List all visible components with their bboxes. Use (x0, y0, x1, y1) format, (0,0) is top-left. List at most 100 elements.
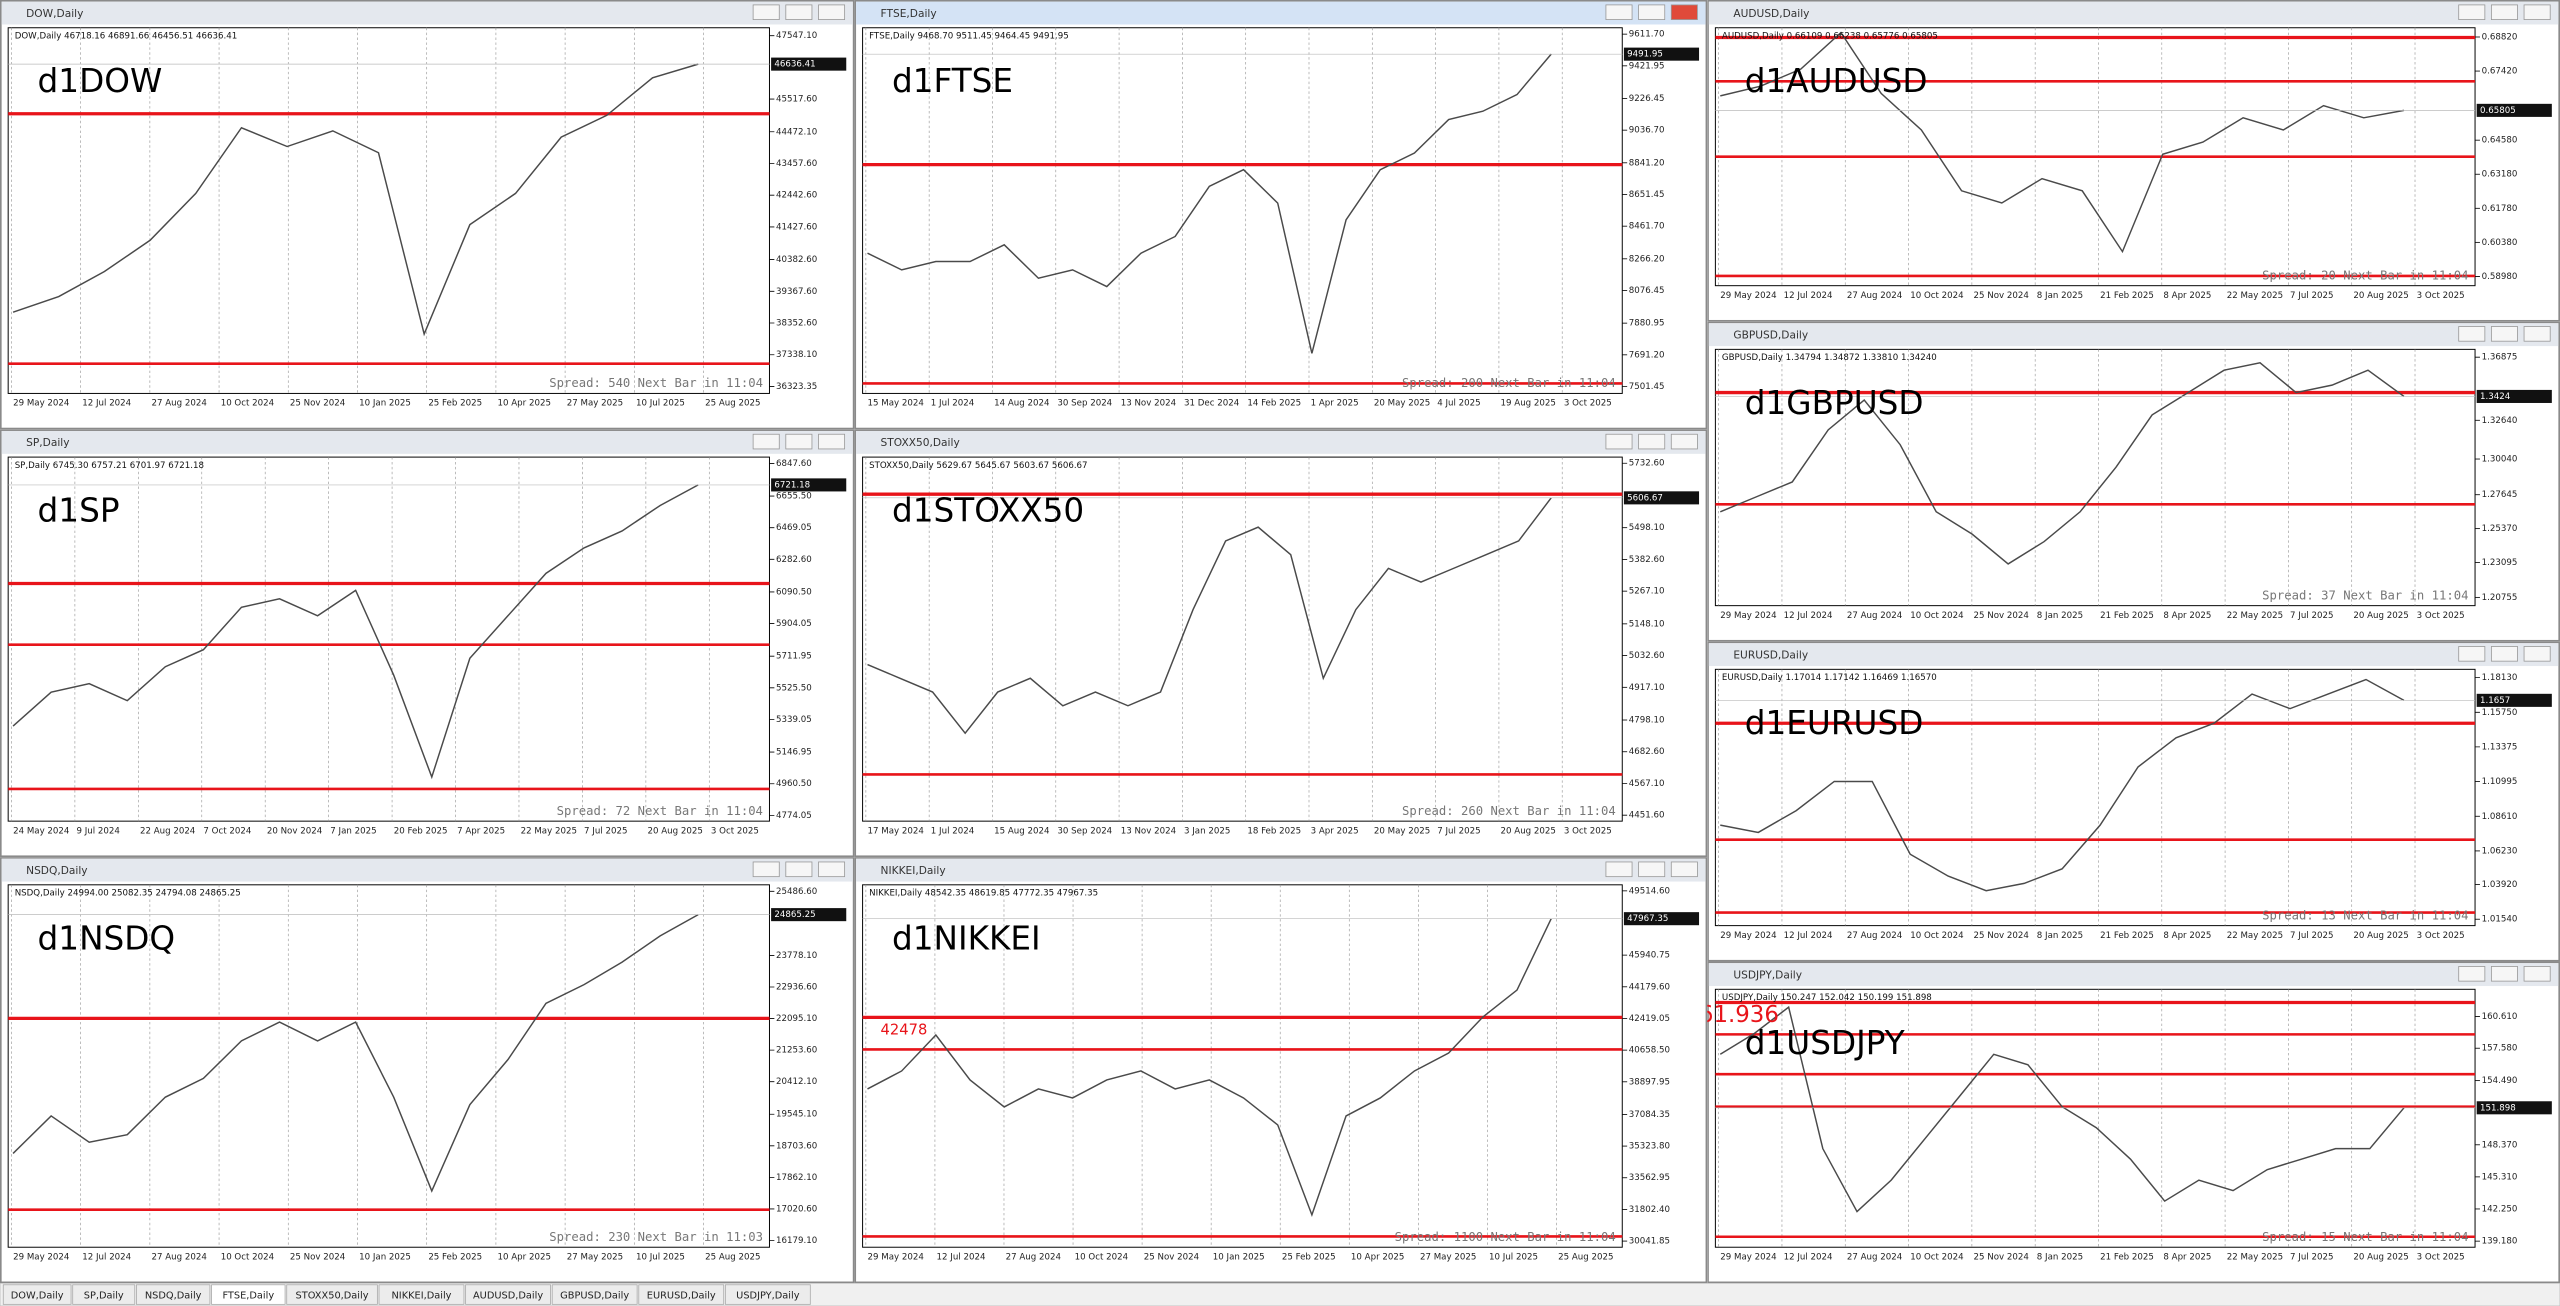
title-bar (1708, 643, 2559, 667)
price-line (1719, 1005, 2405, 1213)
tab-label[interactable]: DOW,Daily (11, 1290, 64, 1301)
y-tick-label: 4682.60 (1629, 747, 1665, 757)
window-button[interactable] (785, 4, 813, 20)
tab[interactable] (638, 1284, 725, 1305)
tab-label[interactable]: EURUSD,Daily (647, 1290, 716, 1301)
window-button[interactable] (2458, 4, 2486, 20)
window-button[interactable] (2458, 966, 2486, 982)
x-tick-label: 7 Jul 2025 (584, 826, 627, 836)
y-tick-label: 36323.35 (776, 382, 817, 392)
price-box (1623, 912, 1700, 926)
y-tick-label: 31802.40 (1629, 1205, 1670, 1215)
chart-window: NSDQ,Daily 29 May 2024 12 Jul 2024 27 Aug 2… (0, 857, 855, 1284)
x-tick-label: 7 Oct 2024 (203, 826, 251, 836)
tab-label[interactable]: FTSE,Daily (222, 1290, 274, 1301)
tab-label[interactable]: NIKKEI,Daily (391, 1290, 451, 1301)
chart-window: STOXX50,Daily 17 May 2024 1 Jul 2024 15 Aug… (854, 429, 1708, 858)
y-tick-label: 5498.10 (1629, 523, 1665, 533)
window-button[interactable] (2490, 326, 2518, 342)
tab-label[interactable]: AUDUSD,Daily (473, 1290, 543, 1301)
x-tick-label: 25 Nov 2024 (1974, 931, 2030, 941)
y-tick-label: 6847.60 (776, 459, 812, 469)
x-tick-label: 30 Sep 2024 (1057, 826, 1112, 836)
y-tick-label: 41427.60 (776, 222, 817, 232)
y-tick-label: 5732.60 (1629, 459, 1665, 469)
y-tick-label: 17862.10 (776, 1173, 817, 1183)
y-tick-label: 9036.70 (1629, 126, 1665, 136)
x-tick-label: 21 Feb 2025 (2100, 611, 2154, 621)
window-button[interactable] (2523, 966, 2551, 982)
tab-label[interactable]: SP,Daily (84, 1290, 124, 1301)
x-tick-label: 29 May 2024 (13, 399, 70, 409)
window-button[interactable] (785, 861, 813, 878)
window-button[interactable] (2458, 646, 2486, 662)
window-button[interactable] (1670, 861, 1698, 878)
x-tick-label: 25 Nov 2024 (1974, 291, 2030, 301)
window-button[interactable] (818, 433, 846, 450)
window-button[interactable] (2523, 646, 2551, 662)
window-button[interactable] (785, 433, 813, 450)
tab[interactable] (724, 1284, 811, 1305)
window-button[interactable] (1638, 433, 1666, 450)
tab-label[interactable]: GBPUSD,Daily (560, 1290, 629, 1301)
tab[interactable] (2, 1284, 72, 1305)
y-tick-label: 1.32640 (2482, 416, 2518, 426)
window-title: DOW,Daily (26, 7, 83, 20)
x-tick-label: 22 Aug 2024 (140, 826, 196, 836)
tab-label[interactable]: NSDQ,Daily (145, 1290, 202, 1301)
x-tick-label: 25 Nov 2024 (290, 1253, 346, 1263)
x-tick-label: 25 Nov 2024 (290, 399, 346, 409)
window-button[interactable] (818, 4, 846, 20)
tab[interactable] (551, 1284, 638, 1305)
tab[interactable] (286, 1284, 378, 1305)
chart-info: NIKKEI,Daily 48542.35 48619.85 47772.35 … (869, 888, 1098, 898)
window-button[interactable] (2490, 646, 2518, 662)
x-tick-label: 27 Aug 2024 (151, 399, 207, 409)
window-button[interactable] (752, 4, 780, 20)
window-button[interactable] (2523, 326, 2551, 342)
x-tick-label: 31 Dec 2024 (1184, 399, 1240, 409)
x-tick-label: 25 Nov 2024 (1144, 1253, 1200, 1263)
y-tick-label: 8651.45 (1629, 190, 1665, 200)
y-tick-label: 1.36875 (2482, 353, 2518, 363)
window-button[interactable] (2490, 4, 2518, 20)
tab-label[interactable]: USDJPY,Daily (736, 1290, 800, 1301)
tab[interactable] (211, 1284, 286, 1305)
window-title: SP,Daily (26, 436, 69, 449)
window-button[interactable] (2523, 4, 2551, 20)
window-button[interactable] (1605, 4, 1633, 20)
tab[interactable] (378, 1284, 465, 1305)
window-button[interactable] (752, 861, 780, 878)
x-tick-label: 3 Oct 2025 (711, 826, 759, 836)
price-box (2476, 389, 2552, 403)
window-title: AUDUSD,Daily (1733, 7, 1809, 20)
window-button[interactable] (1670, 433, 1698, 450)
y-tick-label: 1.13375 (2482, 742, 2518, 752)
x-tick-label: 7 Jul 2025 (1437, 826, 1480, 836)
spread-info: Spread: 20 Next Bar in 11:04 (2262, 268, 2468, 282)
window-button[interactable] (1670, 4, 1698, 20)
window-button[interactable] (1638, 4, 1666, 20)
tab[interactable] (72, 1284, 136, 1305)
y-tick-label: 5148.10 (1629, 619, 1665, 629)
window-button[interactable] (2490, 966, 2518, 982)
x-tick-label: 9 Jul 2024 (77, 826, 121, 836)
x-tick-label: 20 Aug 2025 (2353, 291, 2408, 301)
window-button[interactable] (2458, 326, 2486, 342)
window-button[interactable] (1605, 861, 1633, 878)
price-box (2476, 693, 2552, 707)
x-tick-label: 20 Nov 2024 (267, 826, 323, 836)
tab[interactable] (465, 1284, 551, 1305)
window-button[interactable] (1638, 861, 1666, 878)
x-tick-label: 22 May 2025 (2227, 1253, 2283, 1263)
tab-label[interactable]: STOXX50,Daily (296, 1290, 369, 1301)
y-tick-label: 44472.10 (776, 127, 817, 137)
tab[interactable] (136, 1284, 211, 1305)
window-button[interactable] (752, 433, 780, 450)
y-tick-label: 19545.10 (776, 1110, 817, 1120)
x-tick-label: 27 Aug 2024 (151, 1253, 207, 1263)
price-line (1720, 31, 2405, 254)
window-button[interactable] (1605, 433, 1633, 450)
window-button[interactable] (818, 861, 846, 878)
plot-frame (862, 456, 1623, 822)
